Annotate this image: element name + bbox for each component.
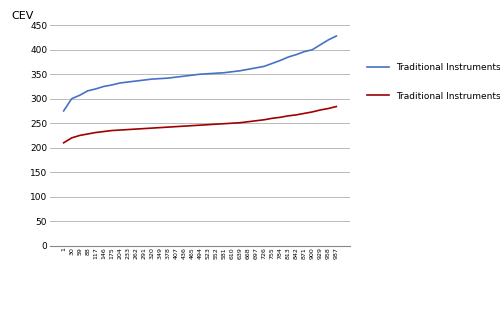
Traditional Instruments + GA: [92, 131, 98, 135]
Traditional Instruments + GA: [318, 108, 324, 112]
Traditional Instruments: [149, 77, 155, 81]
Traditional Instruments: [213, 71, 219, 75]
Traditional Instruments: [310, 48, 316, 52]
Traditional Instruments: [237, 69, 243, 73]
Traditional Instruments: [253, 66, 259, 70]
Traditional Instruments + GA: [60, 141, 66, 145]
Traditional Instruments + GA: [157, 126, 163, 129]
Traditional Instruments: [141, 78, 147, 82]
Traditional Instruments + GA: [213, 122, 219, 126]
Traditional Instruments + GA: [125, 128, 131, 131]
Traditional Instruments: [229, 70, 235, 74]
Traditional Instruments + GA: [133, 127, 139, 131]
Traditional Instruments: [100, 84, 106, 88]
Traditional Instruments: [302, 50, 308, 54]
Traditional Instruments: [68, 97, 74, 100]
Traditional Instruments: [205, 72, 211, 76]
Traditional Instruments: [92, 87, 98, 91]
Traditional Instruments + GA: [165, 125, 171, 129]
Traditional Instruments + GA: [302, 112, 308, 115]
Traditional Instruments: [261, 65, 267, 68]
Traditional Instruments: [326, 38, 332, 42]
Traditional Instruments: [269, 61, 275, 65]
Traditional Instruments: [165, 76, 171, 80]
Traditional Instruments: [181, 74, 187, 78]
Traditional Instruments + GA: [294, 113, 300, 117]
Traditional Instruments + GA: [269, 117, 275, 120]
Traditional Instruments + GA: [189, 124, 195, 128]
Traditional Instruments: [285, 55, 291, 59]
Traditional Instruments: [318, 43, 324, 47]
Traditional Instruments + GA: [326, 106, 332, 110]
Traditional Instruments: [84, 89, 90, 93]
Traditional Instruments: [157, 77, 163, 81]
Traditional Instruments + GA: [141, 127, 147, 130]
Traditional Instruments + GA: [197, 123, 203, 127]
Traditional Instruments + GA: [334, 105, 340, 108]
Traditional Instruments: [277, 59, 283, 62]
Traditional Instruments + GA: [229, 121, 235, 125]
Traditional Instruments + GA: [117, 128, 123, 132]
Traditional Instruments: [197, 72, 203, 76]
Traditional Instruments + GA: [261, 118, 267, 122]
Legend: Traditional Instruments, Traditional Instruments + GA: Traditional Instruments, Traditional Ins…: [366, 63, 500, 101]
Traditional Instruments + GA: [149, 126, 155, 130]
Traditional Instruments + GA: [84, 132, 90, 136]
Traditional Instruments: [221, 71, 227, 75]
Traditional Instruments: [294, 53, 300, 56]
Text: CEV: CEV: [11, 11, 34, 21]
Traditional Instruments + GA: [245, 120, 251, 123]
Traditional Instruments + GA: [68, 136, 74, 140]
Traditional Instruments: [173, 75, 179, 79]
Traditional Instruments: [76, 93, 82, 97]
Line: Traditional Instruments + GA: Traditional Instruments + GA: [64, 106, 336, 143]
Traditional Instruments: [125, 80, 131, 84]
Traditional Instruments + GA: [285, 114, 291, 118]
Traditional Instruments + GA: [205, 123, 211, 127]
Traditional Instruments + GA: [237, 121, 243, 125]
Traditional Instruments: [109, 83, 115, 87]
Traditional Instruments: [189, 73, 195, 77]
Traditional Instruments + GA: [100, 130, 106, 134]
Traditional Instruments + GA: [310, 110, 316, 114]
Traditional Instruments: [133, 79, 139, 83]
Traditional Instruments + GA: [173, 125, 179, 129]
Traditional Instruments + GA: [76, 134, 82, 137]
Traditional Instruments + GA: [109, 129, 115, 132]
Traditional Instruments: [117, 81, 123, 85]
Traditional Instruments + GA: [221, 122, 227, 126]
Traditional Instruments + GA: [253, 119, 259, 123]
Traditional Instruments: [60, 109, 66, 113]
Traditional Instruments: [245, 67, 251, 71]
Traditional Instruments + GA: [181, 124, 187, 128]
Traditional Instruments + GA: [277, 115, 283, 119]
Traditional Instruments: [334, 34, 340, 38]
Line: Traditional Instruments: Traditional Instruments: [64, 36, 336, 111]
